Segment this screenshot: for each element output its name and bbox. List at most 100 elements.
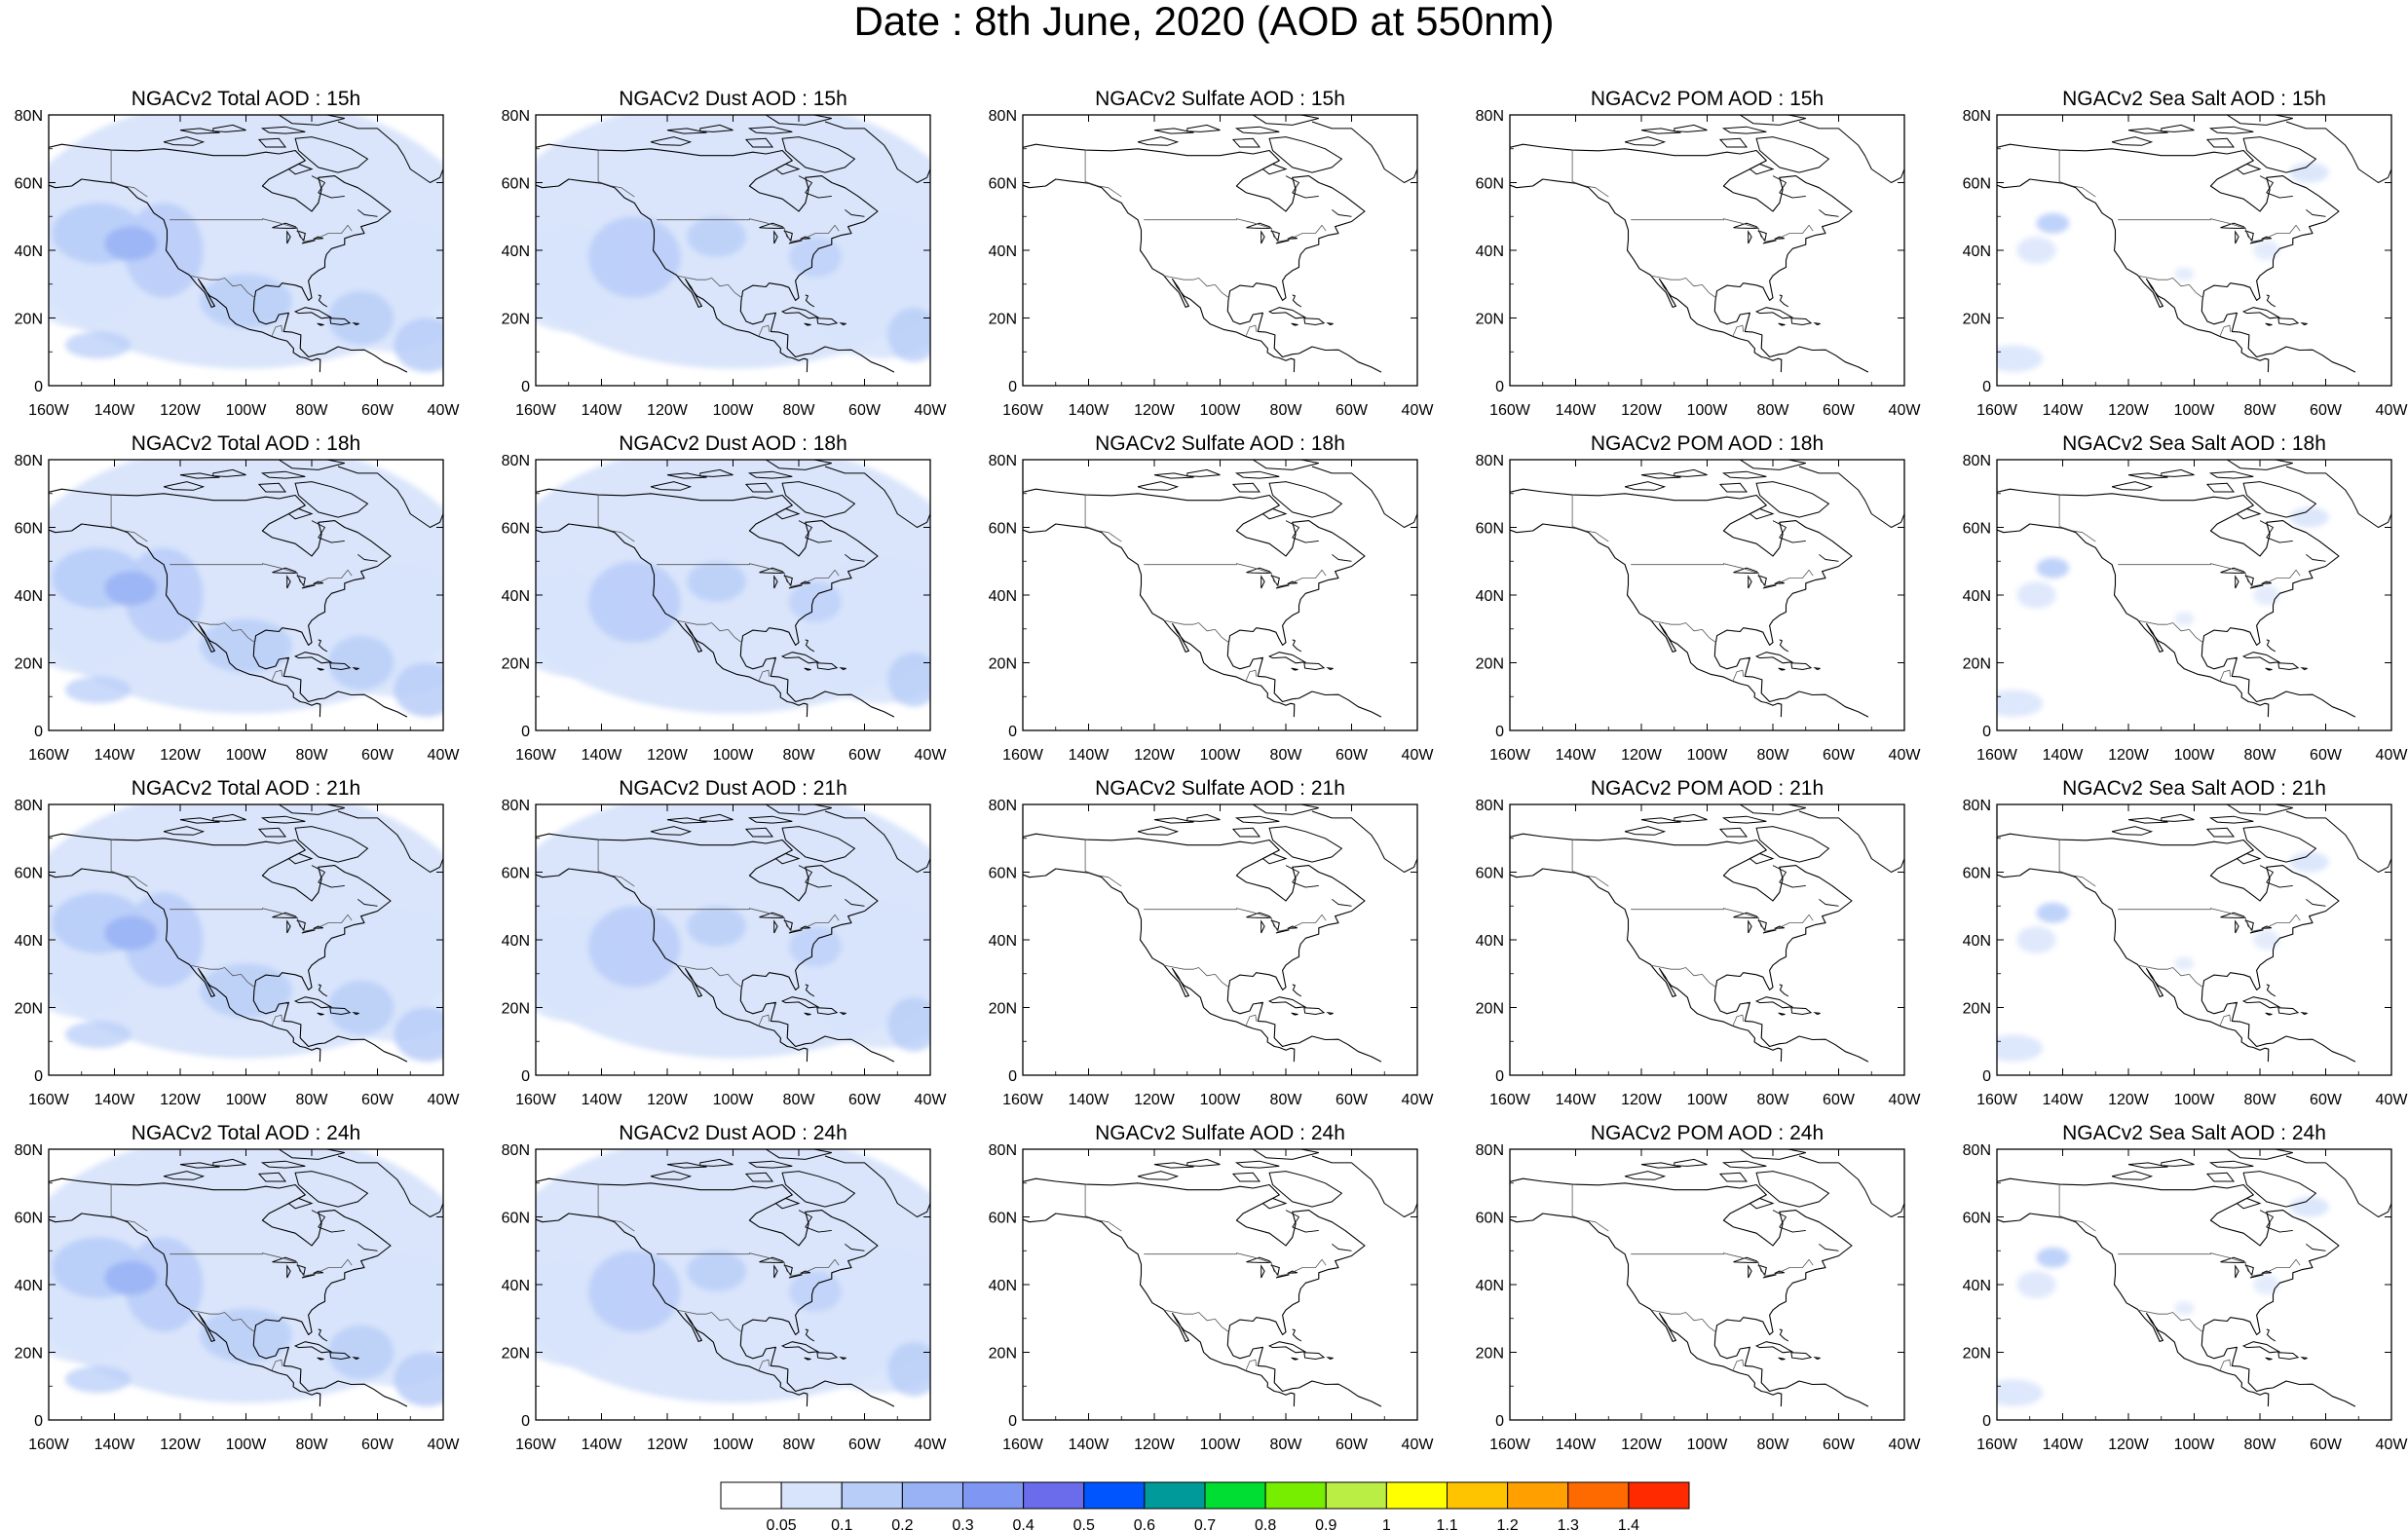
island [1739, 115, 1806, 126]
island [179, 817, 220, 824]
coastline [1023, 833, 1382, 1063]
lon-tick-label: 100W [1200, 1092, 1242, 1108]
lon-tick-label: 160W [515, 1437, 557, 1453]
island [650, 481, 693, 491]
aod-contour [2253, 584, 2280, 606]
island [2265, 1012, 2273, 1016]
aod-field [1997, 506, 2329, 718]
lat-tick-label: 80N [989, 798, 1017, 814]
coastline [337, 466, 443, 528]
lat-tick-label: 60N [1963, 866, 1991, 882]
island [1718, 482, 1749, 493]
aod-contour [788, 581, 842, 622]
map-panel: NGACv2 Sulfate AOD : 24h 80N 60N 40N 20N 0 160… [974, 1122, 1435, 1467]
lat-tick-label: 60N [15, 521, 43, 538]
colorbar-box [1385, 1481, 1448, 1510]
map-panel: NGACv2 POM AOD : 24h 80N 60N 40N 20N 0 160W 140… [1461, 1122, 1922, 1467]
lat-tick-label: 60N [989, 1211, 1017, 1227]
island [293, 996, 333, 1009]
lon-tick-label: 40W [915, 747, 948, 764]
lon-tick-label: 160W [1976, 402, 2018, 419]
colorbar-box [1567, 1481, 1630, 1510]
coastline [1245, 324, 1257, 337]
colorbar-label: 1.3 [1558, 1517, 1579, 1531]
lon-tick-label: 160W [28, 402, 70, 419]
lat-tick-label: 80N [1476, 453, 1504, 469]
lat-tick-label: 0 [521, 1413, 530, 1430]
aod-contour [2289, 1196, 2329, 1217]
coastline [1292, 1328, 1302, 1342]
coastline [1292, 639, 1302, 653]
lon-tick-label: 40W [428, 402, 461, 419]
lat-tick-label: 60N [15, 1211, 43, 1227]
coastline [758, 324, 770, 337]
coastline [1650, 964, 1717, 989]
lon-tick-label: 60W [361, 1092, 395, 1108]
lake [1748, 575, 1752, 589]
coastline [1772, 1210, 1806, 1233]
lon-tick-label: 80W [1270, 402, 1303, 419]
island [2242, 136, 2317, 173]
lake [773, 1264, 778, 1279]
panel-title: NGACv2 Sea Salt AOD : 24h [2062, 1122, 2326, 1144]
lat-tick-label: 20N [1963, 656, 1991, 673]
island [1813, 1011, 1821, 1016]
lon-tick-label: 120W [160, 1437, 202, 1453]
island [179, 472, 220, 479]
map-panel: NGACv2 Dust AOD : 24h 80N 60N 40N 20N 0 160W 14… [487, 1122, 948, 1467]
coastline [1571, 840, 1609, 887]
lon-tick-label: 100W [1687, 402, 1729, 419]
island [1721, 470, 1767, 479]
coastline [2118, 908, 2301, 932]
lat-tick-label: 80N [989, 1142, 1017, 1159]
island [816, 317, 839, 326]
coastline [2137, 964, 2204, 989]
lake [1774, 580, 1785, 584]
coastline [1798, 466, 1904, 528]
aod-contour [64, 331, 132, 359]
island [1755, 826, 1830, 863]
lon-tick-label: 40W [1889, 402, 1922, 419]
island [1234, 815, 1280, 824]
colorbar-box [962, 1481, 1025, 1510]
coastline [110, 840, 148, 887]
coastline [1023, 868, 1296, 1063]
coastline [2219, 1014, 2231, 1027]
lon-tick-label: 160W [1976, 747, 2018, 764]
coastline [169, 563, 353, 587]
island [1268, 136, 1343, 173]
island [1268, 826, 1343, 863]
island [2127, 817, 2168, 824]
coastline [318, 984, 328, 997]
coastline [1332, 898, 1352, 907]
map-panel: NGACv2 Total AOD : 21h 80N 60N 40N 20N 0 160W 1… [0, 777, 461, 1122]
aod-field [1997, 162, 2329, 373]
coastline [845, 1243, 865, 1251]
lon-tick-label: 160W [1002, 747, 1044, 764]
island [1268, 1171, 1343, 1208]
lon-tick-label: 100W [713, 402, 755, 419]
aod-field [1997, 851, 2329, 1063]
lake [1260, 230, 1265, 244]
coastline [2259, 1210, 2293, 1233]
aod-contour [588, 561, 681, 643]
island [317, 322, 324, 326]
lon-tick-label: 80W [2244, 402, 2277, 419]
lon-tick-label: 160W [1489, 1437, 1531, 1453]
coastline [1311, 466, 1417, 528]
coastline [357, 553, 378, 562]
coastline [2285, 121, 2391, 183]
island [257, 827, 287, 838]
island [1754, 307, 1794, 319]
lon-tick-label: 120W [1621, 1437, 1663, 1453]
coastline [1997, 488, 2356, 718]
lat-tick-label: 0 [1495, 379, 1504, 395]
lon-tick-label: 40W [915, 402, 948, 419]
lake [1762, 1274, 1777, 1279]
coastline [1285, 520, 1319, 543]
coastlines [1510, 460, 1904, 718]
lake [301, 1274, 316, 1279]
coastline [597, 150, 635, 198]
coastline [1779, 294, 1789, 308]
lat-tick-label: 40N [15, 1278, 43, 1294]
